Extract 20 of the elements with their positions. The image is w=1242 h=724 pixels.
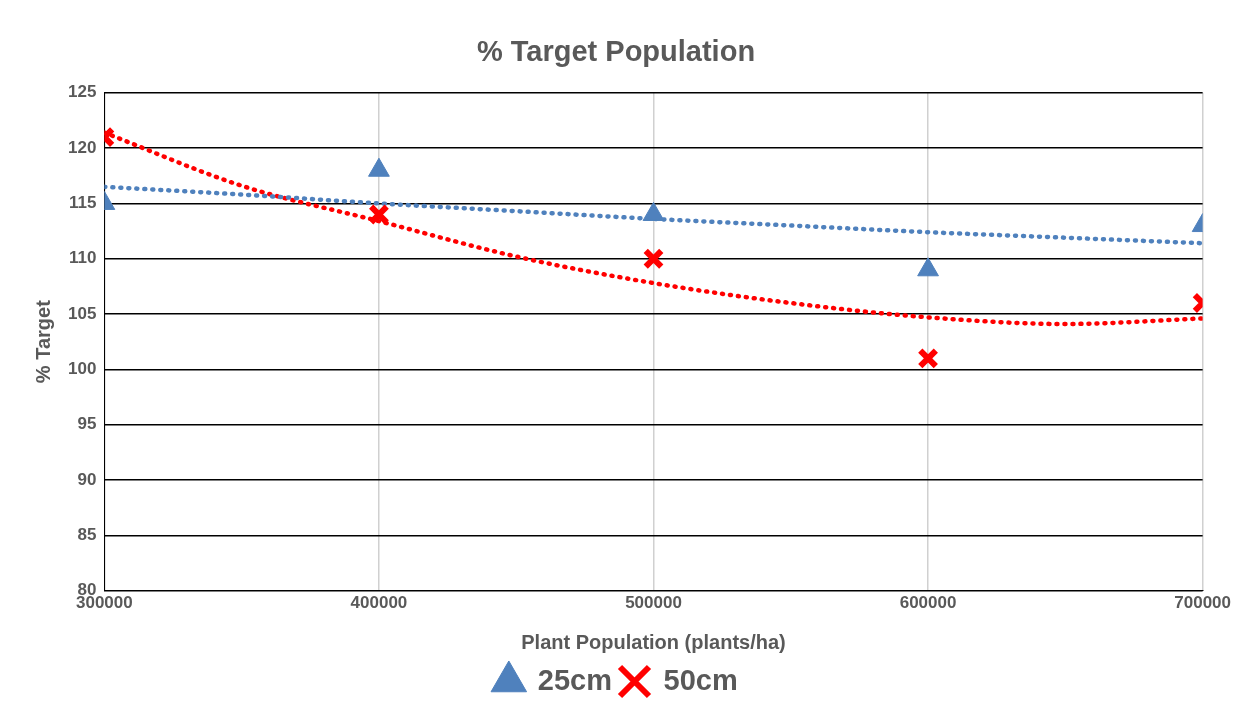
x-tick-label: 600000 — [899, 593, 957, 613]
x-tick-label: 500000 — [625, 593, 682, 613]
x-tick-label: 400000 — [350, 593, 408, 613]
line-series — [104, 130, 1203, 327]
y-tick-label: 120 — [67, 137, 97, 157]
y-tick-label: 110 — [68, 248, 97, 268]
y-tick-label: 125 — [67, 82, 97, 102]
chart-title: % Target Population — [476, 35, 756, 68]
y-tick-label: 100 — [67, 359, 97, 379]
line-series — [104, 184, 1203, 246]
legend-label: 50cm — [663, 663, 738, 696]
legend-label: 25cm — [537, 663, 612, 696]
y-axis-title: % Target — [31, 299, 54, 384]
y-tick-label: 115 — [68, 193, 97, 213]
y-tick-label: 105 — [67, 303, 97, 323]
x-axis-title: Plant Population (plants/ha) — [521, 630, 786, 653]
y-tick-label: 85 — [77, 524, 97, 544]
y-tick-label: 90 — [77, 469, 97, 489]
x-tick-label: 700000 — [1174, 593, 1231, 613]
y-tick-label: 95 — [77, 414, 97, 434]
